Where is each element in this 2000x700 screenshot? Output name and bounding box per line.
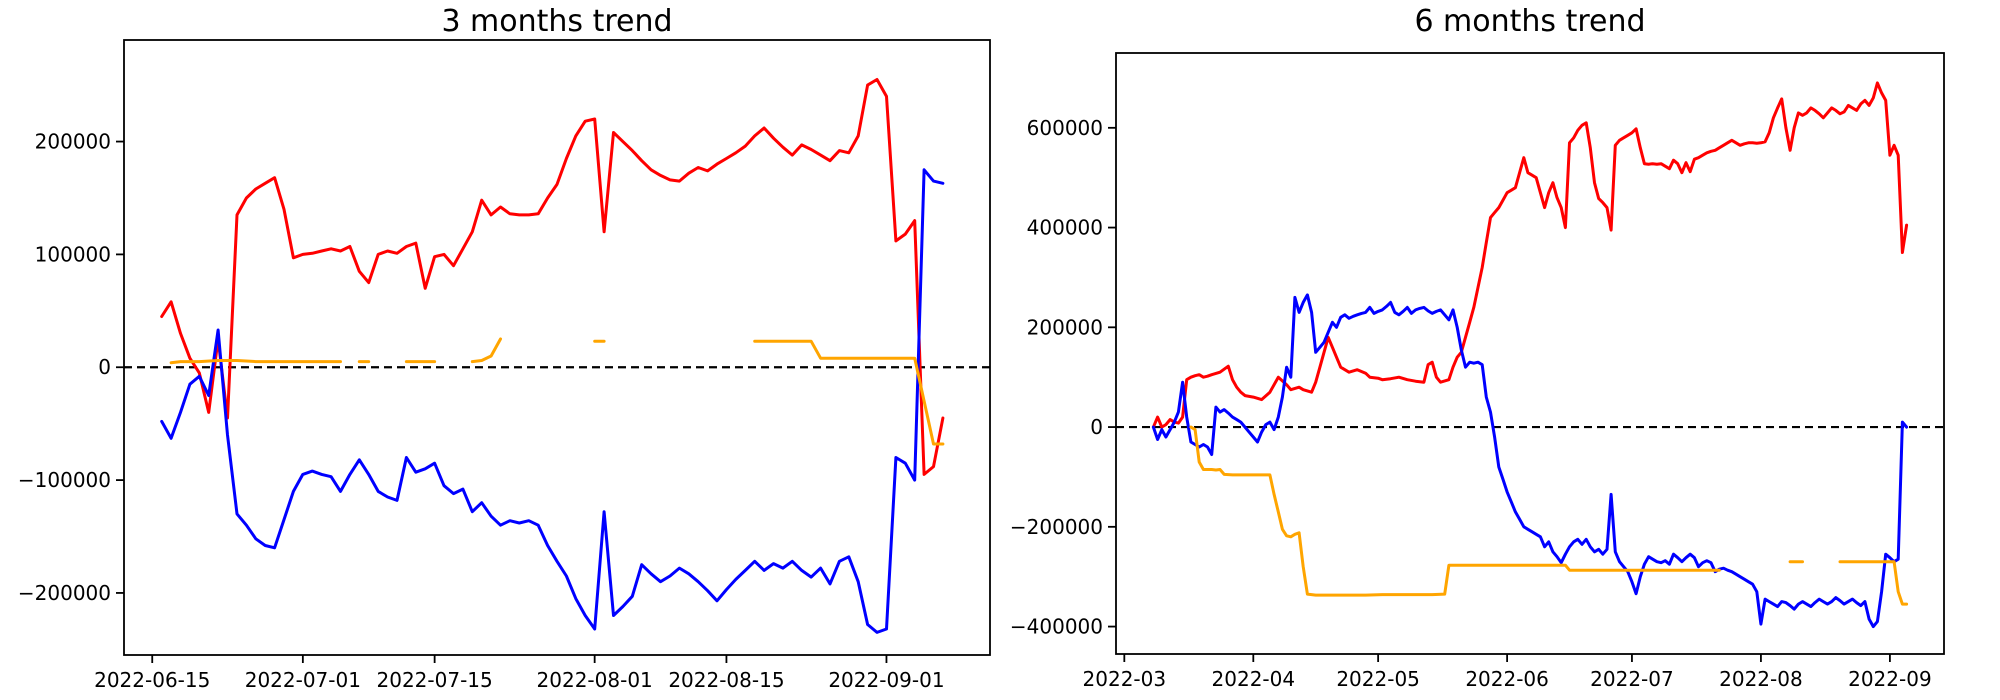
y-tick-label: 200000 (1027, 315, 1103, 339)
y-tick-label: −200000 (18, 581, 111, 605)
x-tick-label: 2022-07 (1590, 667, 1674, 691)
series-line-blue (1151, 293, 1909, 629)
x-tick-label: 2022-03 (1083, 667, 1167, 691)
series-line-orange (470, 337, 502, 364)
y-tick-label: 400000 (1027, 216, 1103, 240)
series-line-red (1151, 81, 1909, 429)
series-line-orange (1189, 425, 1721, 597)
series-line-orange (1838, 560, 1909, 606)
x-tick-label: 2022-06-15 (94, 668, 210, 692)
axes-frame (1115, 52, 1945, 655)
y-tick-label: −200000 (1010, 515, 1103, 539)
chart-title-3-months: 3 months trend (441, 4, 673, 39)
x-tick-label: 2022-04 (1212, 667, 1296, 691)
x-tick-label: 2022-08-15 (668, 668, 784, 692)
x-tick-label: 2022-09-01 (828, 668, 944, 692)
y-tick-label: −400000 (1010, 615, 1103, 639)
y-tick-label: 100000 (35, 242, 111, 266)
y-tick-label: 600000 (1027, 116, 1103, 140)
y-tick-label: 200000 (35, 130, 111, 154)
y-tick-label: 0 (98, 355, 111, 379)
series-line-orange (169, 359, 342, 365)
y-tick-label: −100000 (18, 468, 111, 492)
x-tick-label: 2022-07-15 (377, 668, 493, 692)
series-line-orange (753, 339, 945, 446)
x-tick-label: 2022-08-01 (537, 668, 653, 692)
x-tick-label: 2022-07-01 (245, 668, 361, 692)
x-tick-label: 2022-08 (1719, 667, 1803, 691)
x-tick-label: 2022-06 (1465, 667, 1549, 691)
axes-frame (123, 39, 991, 656)
chart-title-6-months: 6 months trend (1414, 4, 1646, 39)
x-tick-label: 2022-09 (1848, 667, 1932, 691)
series-line-red (160, 78, 945, 476)
y-tick-label: 0 (1090, 415, 1103, 439)
series-line-blue (160, 168, 945, 634)
x-tick-label: 2022-05 (1336, 667, 1420, 691)
